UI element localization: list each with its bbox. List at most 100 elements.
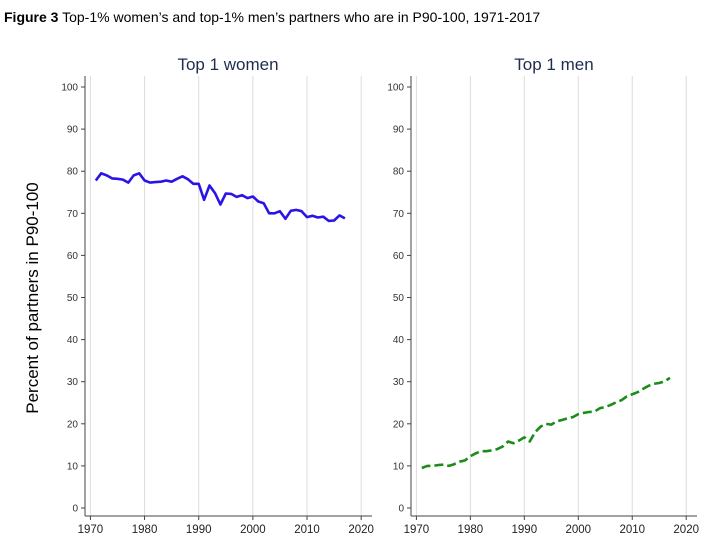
- data-point-1990: [523, 436, 525, 438]
- data-point-2003: [594, 411, 596, 413]
- data-point-2012: [642, 388, 644, 390]
- data-point-1973: [106, 174, 108, 176]
- data-point-2004: [274, 212, 276, 214]
- data-point-1994: [545, 423, 547, 425]
- y-tick-label-40: 40: [67, 335, 79, 346]
- x-tick-label-1990: 1990: [186, 524, 212, 536]
- y-tick-label-90: 90: [67, 125, 79, 136]
- data-point-1987: [182, 175, 184, 177]
- figure-caption: Top-1% women’s and top-1% men’s partners…: [62, 9, 541, 25]
- data-point-2011: [637, 391, 639, 393]
- x-tick-label-1970: 1970: [78, 524, 104, 536]
- data-point-2006: [284, 218, 286, 220]
- data-point-1981: [475, 452, 477, 454]
- data-point-2001: [583, 412, 585, 414]
- data-point-1988: [187, 178, 189, 180]
- data-point-1998: [567, 417, 569, 419]
- data-point-2014: [328, 220, 330, 222]
- data-point-2001: [257, 201, 259, 203]
- y-tick-label-50: 50: [393, 293, 405, 304]
- data-point-2012: [317, 217, 319, 219]
- data-point-1989: [192, 183, 194, 185]
- data-point-2015: [658, 382, 660, 384]
- data-point-2007: [615, 401, 617, 403]
- data-point-1999: [247, 197, 249, 199]
- y-tick-label-60: 60: [67, 251, 79, 262]
- x-tick-label-2000: 2000: [240, 524, 266, 536]
- panel-top-1-men: Top 1 men 0 10 20 30 40 50 60 70 80 90 100 1970 1980…: [387, 55, 699, 536]
- data-point-2016: [664, 380, 666, 382]
- data-point-1997: [561, 419, 563, 421]
- x-tick-label-1990: 1990: [512, 524, 538, 536]
- y-tick-label-80: 80: [67, 167, 79, 178]
- data-point-2000: [577, 413, 579, 415]
- data-point-1973: [432, 465, 434, 467]
- data-point-2017: [344, 217, 346, 219]
- data-point-1978: [459, 461, 461, 463]
- x-tick-label-2000: 2000: [565, 524, 591, 536]
- data-point-1983: [486, 450, 488, 452]
- panel-title-women: Top 1 women: [177, 55, 278, 74]
- y-tick-label-70: 70: [393, 209, 405, 220]
- data-point-2007: [290, 210, 292, 212]
- data-point-2015: [333, 220, 335, 222]
- data-point-2005: [604, 406, 606, 408]
- data-point-1992: [534, 431, 536, 433]
- y-tick-label-40: 40: [393, 335, 405, 346]
- data-point-1990: [198, 183, 200, 185]
- data-point-1988: [513, 442, 515, 444]
- y-tick-label-10: 10: [67, 461, 79, 472]
- data-point-1972: [100, 172, 102, 174]
- y-axis-label: Percent of partners in P90-100: [23, 182, 42, 414]
- data-point-1995: [225, 193, 227, 195]
- data-point-2003: [268, 212, 270, 214]
- data-point-2006: [610, 404, 612, 406]
- data-point-1971: [95, 180, 97, 182]
- data-point-1985: [171, 181, 173, 183]
- data-point-2009: [626, 395, 628, 397]
- data-point-1972: [426, 465, 428, 467]
- data-point-2017: [669, 377, 671, 379]
- data-point-1976: [122, 179, 124, 181]
- data-point-1989: [518, 440, 520, 442]
- data-point-1991: [529, 441, 531, 443]
- figure-label: Figure 3: [4, 9, 59, 25]
- data-point-1993: [214, 192, 216, 194]
- data-point-1977: [127, 182, 129, 184]
- y-tick-label-80: 80: [393, 167, 405, 178]
- y-tick-label-20: 20: [67, 419, 79, 430]
- data-point-2010: [631, 393, 633, 395]
- data-point-1993: [540, 426, 542, 428]
- panel-top-1-women: Top 1 women 0 10 20 30 40 50 60 70 80 90 100 1970 19…: [61, 55, 374, 536]
- data-point-1985: [496, 448, 498, 450]
- data-point-2002: [263, 202, 265, 204]
- x-tick-label-2020: 2020: [673, 524, 699, 536]
- x-tick-label-2010: 2010: [294, 524, 320, 536]
- data-point-1981: [149, 182, 151, 184]
- x-tick-label-1980: 1980: [458, 524, 484, 536]
- y-tick-label-0: 0: [398, 504, 404, 515]
- data-point-2000: [252, 196, 254, 198]
- data-point-1984: [491, 449, 493, 451]
- y-tick-label-20: 20: [393, 419, 405, 430]
- x-tick-label-2020: 2020: [348, 524, 374, 536]
- data-point-2005: [279, 210, 281, 212]
- data-point-1991: [203, 199, 205, 201]
- y-tick-label-100: 100: [387, 83, 404, 94]
- data-point-1997: [236, 196, 238, 198]
- data-point-1974: [111, 177, 113, 179]
- data-point-1986: [502, 446, 504, 448]
- data-point-1978: [133, 174, 135, 176]
- data-point-1995: [550, 424, 552, 426]
- y-tick-label-30: 30: [393, 377, 405, 388]
- data-point-1975: [442, 464, 444, 466]
- panel-title-men: Top 1 men: [514, 55, 593, 74]
- y-tick-label-90: 90: [393, 125, 405, 136]
- x-tick-label-1980: 1980: [132, 524, 158, 536]
- y-tick-label-60: 60: [393, 251, 405, 262]
- data-point-1998: [241, 194, 243, 196]
- data-point-2010: [306, 216, 308, 218]
- series-line: [94, 172, 346, 223]
- data-point-1994: [219, 204, 221, 206]
